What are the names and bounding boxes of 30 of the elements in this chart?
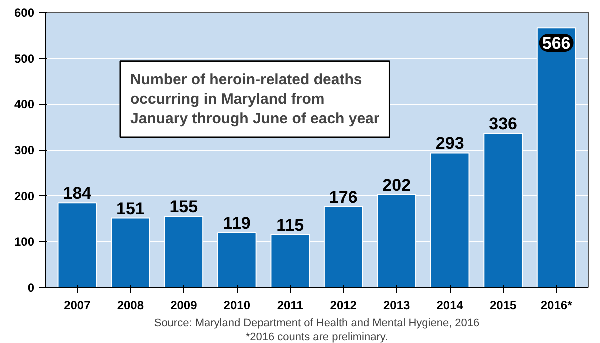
x-tick-label: 2009 xyxy=(170,298,198,312)
x-tick-label: 2015 xyxy=(490,298,517,312)
y-tick-label: 400 xyxy=(14,98,35,112)
data-label: 119 xyxy=(223,214,251,233)
x-tick-label: 2016* xyxy=(540,298,573,312)
data-label: 151 xyxy=(116,199,145,218)
y-tick-label: 600 xyxy=(14,6,35,20)
y-tick-label: 100 xyxy=(14,235,35,250)
data-label: 202 xyxy=(382,176,412,195)
x-tick-label: 2010 xyxy=(224,298,251,312)
x-tick-label: 2013 xyxy=(384,298,411,312)
y-tick-label: 200 xyxy=(14,189,35,204)
data-label: 115 xyxy=(276,216,304,235)
data-label: 566 xyxy=(542,34,571,54)
x-tick-label: 2012 xyxy=(330,298,358,312)
y-tick-label: 0 xyxy=(28,281,35,295)
x-tick-label: 2008 xyxy=(117,298,144,312)
y-tick-label: 500 xyxy=(14,52,35,66)
data-label: 184 xyxy=(63,184,92,204)
data-label: 336 xyxy=(489,114,518,134)
x-tick-label: 2011 xyxy=(277,298,304,312)
text: *2016 counts are preliminary. xyxy=(246,332,388,343)
data-label: 293 xyxy=(436,134,464,154)
x-tick-label: 2007 xyxy=(64,298,92,312)
source-note: Source: Maryland Department of Health and Mental Hygiene, 2016 xyxy=(154,318,480,330)
data-label: 155 xyxy=(170,197,198,216)
data-label: 176 xyxy=(329,188,358,207)
text: Number of heroin-related deaths occurring in Maryland from January through June of each year xyxy=(130,71,380,128)
x-tick-label: 2014 xyxy=(436,298,464,312)
y-tick-label: 300 xyxy=(14,144,35,158)
